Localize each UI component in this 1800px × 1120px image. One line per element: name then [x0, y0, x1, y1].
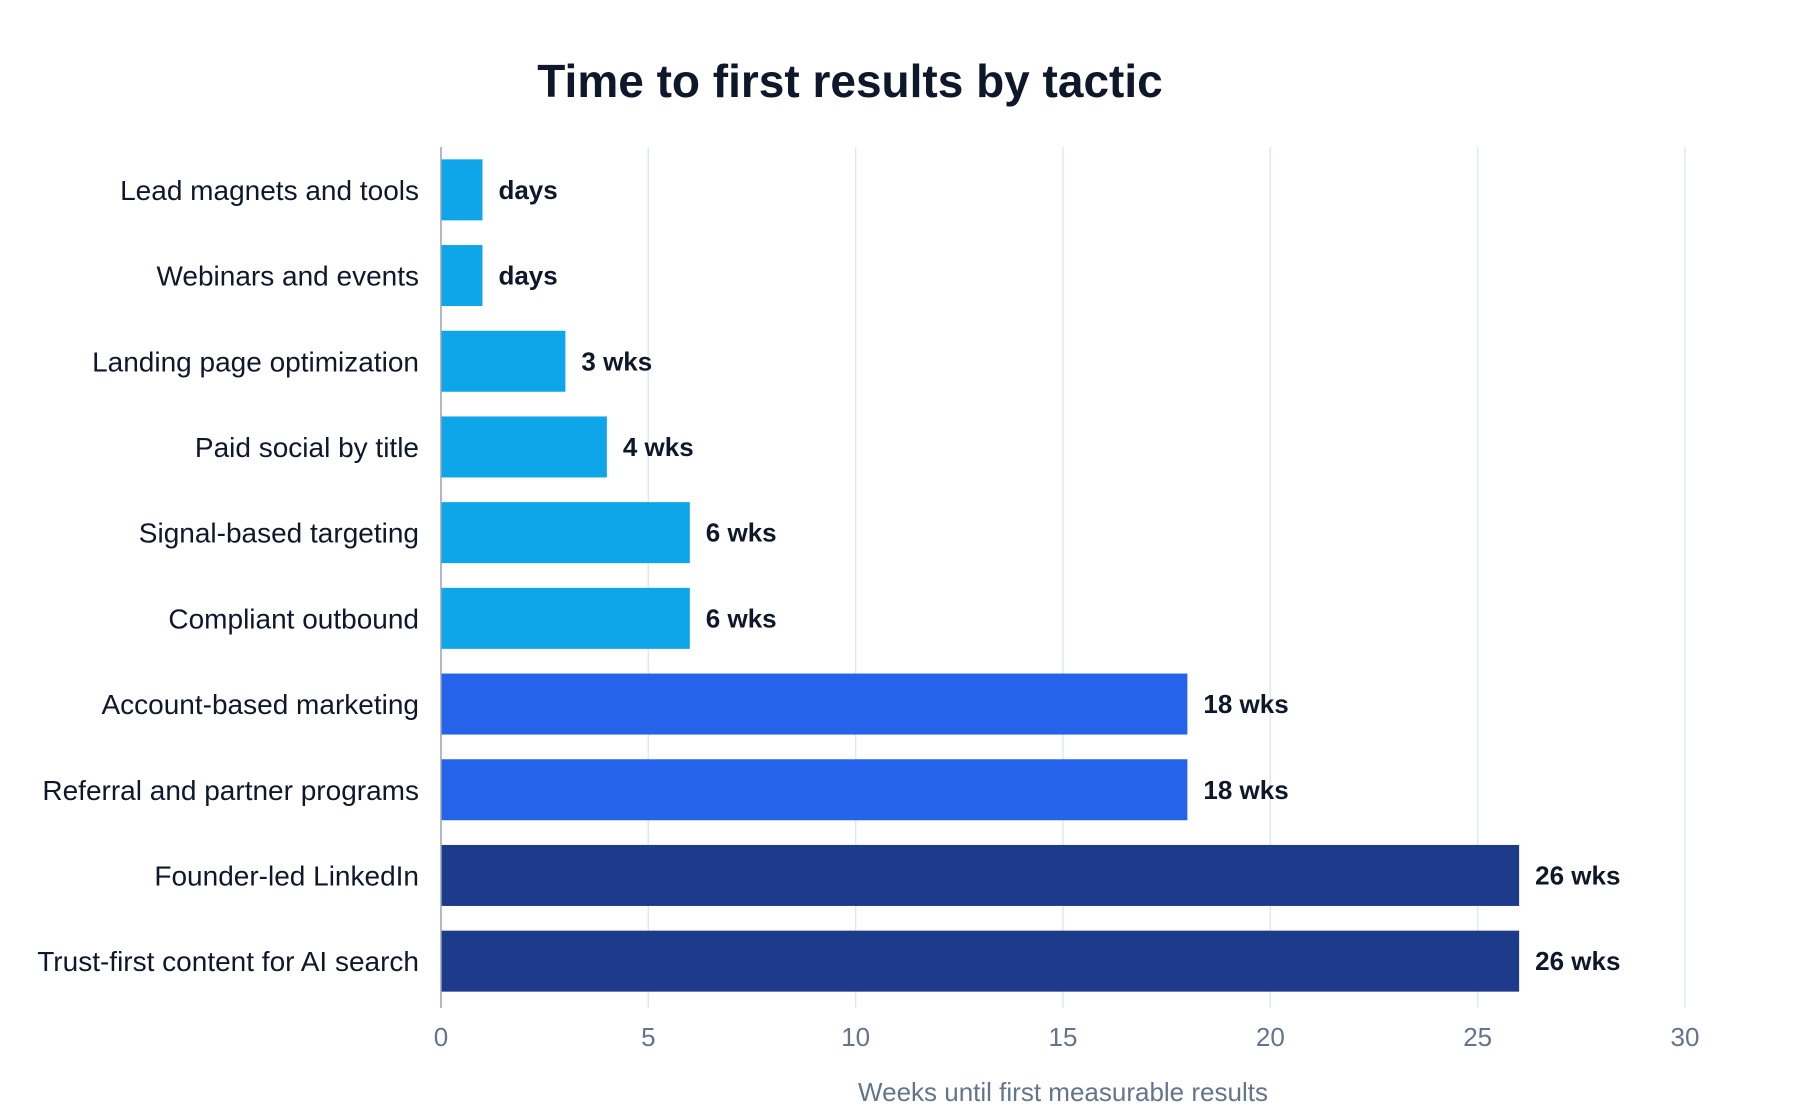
x-tick-label: 30: [1671, 1022, 1700, 1052]
category-label: Paid social by title: [195, 432, 419, 463]
category-label: Signal-based targeting: [139, 518, 419, 549]
x-tick-label: 10: [841, 1022, 870, 1052]
bar: [441, 245, 483, 307]
category-label: Lead magnets and tools: [120, 175, 419, 206]
category-label: Compliant outbound: [168, 603, 419, 634]
x-tick-label: 5: [641, 1022, 655, 1052]
category-label: Account-based marketing: [101, 689, 419, 720]
x-axis-ticks: 0 5 10 15 20 25 30: [434, 1022, 1700, 1052]
category-label: Founder-led LinkedIn: [154, 860, 419, 891]
bar: [441, 930, 1520, 992]
x-tick-label: 0: [434, 1022, 448, 1052]
bar: [441, 587, 690, 649]
value-label: 18 wks: [1203, 775, 1288, 805]
value-label: 26 wks: [1535, 860, 1620, 890]
bar: [441, 502, 690, 564]
category-labels: Lead magnets and tools Webinars and event…: [37, 175, 419, 977]
bar: [441, 159, 483, 221]
bar: [441, 416, 607, 478]
value-label: days: [498, 175, 557, 205]
bars: [441, 159, 1520, 992]
category-label: Webinars and events: [156, 261, 419, 292]
value-label: 18 wks: [1203, 689, 1288, 719]
x-tick-label: 20: [1256, 1022, 1285, 1052]
category-label: Referral and partner programs: [42, 775, 419, 806]
x-tick-label: 25: [1463, 1022, 1492, 1052]
value-labels: days days 3 wks 4 wks 6 wks 6 wks 18 wks 18 wks…: [498, 175, 1620, 976]
bar: [441, 844, 1520, 906]
x-axis-title: Weeks until first measurable results: [858, 1077, 1268, 1107]
bar: [441, 330, 566, 392]
category-label: Trust-first content for AI search: [37, 946, 419, 977]
bar: [441, 759, 1188, 821]
value-label: 26 wks: [1535, 946, 1620, 976]
value-label: 4 wks: [623, 432, 694, 462]
value-label: 3 wks: [581, 346, 652, 376]
value-label: 6 wks: [706, 603, 777, 633]
bar: [441, 673, 1188, 735]
chart-title: Time to first results by tactic: [537, 55, 1162, 107]
x-tick-label: 15: [1049, 1022, 1078, 1052]
value-label: 6 wks: [706, 518, 777, 548]
value-label: days: [498, 261, 557, 291]
category-label: Landing page optimization: [92, 346, 419, 377]
